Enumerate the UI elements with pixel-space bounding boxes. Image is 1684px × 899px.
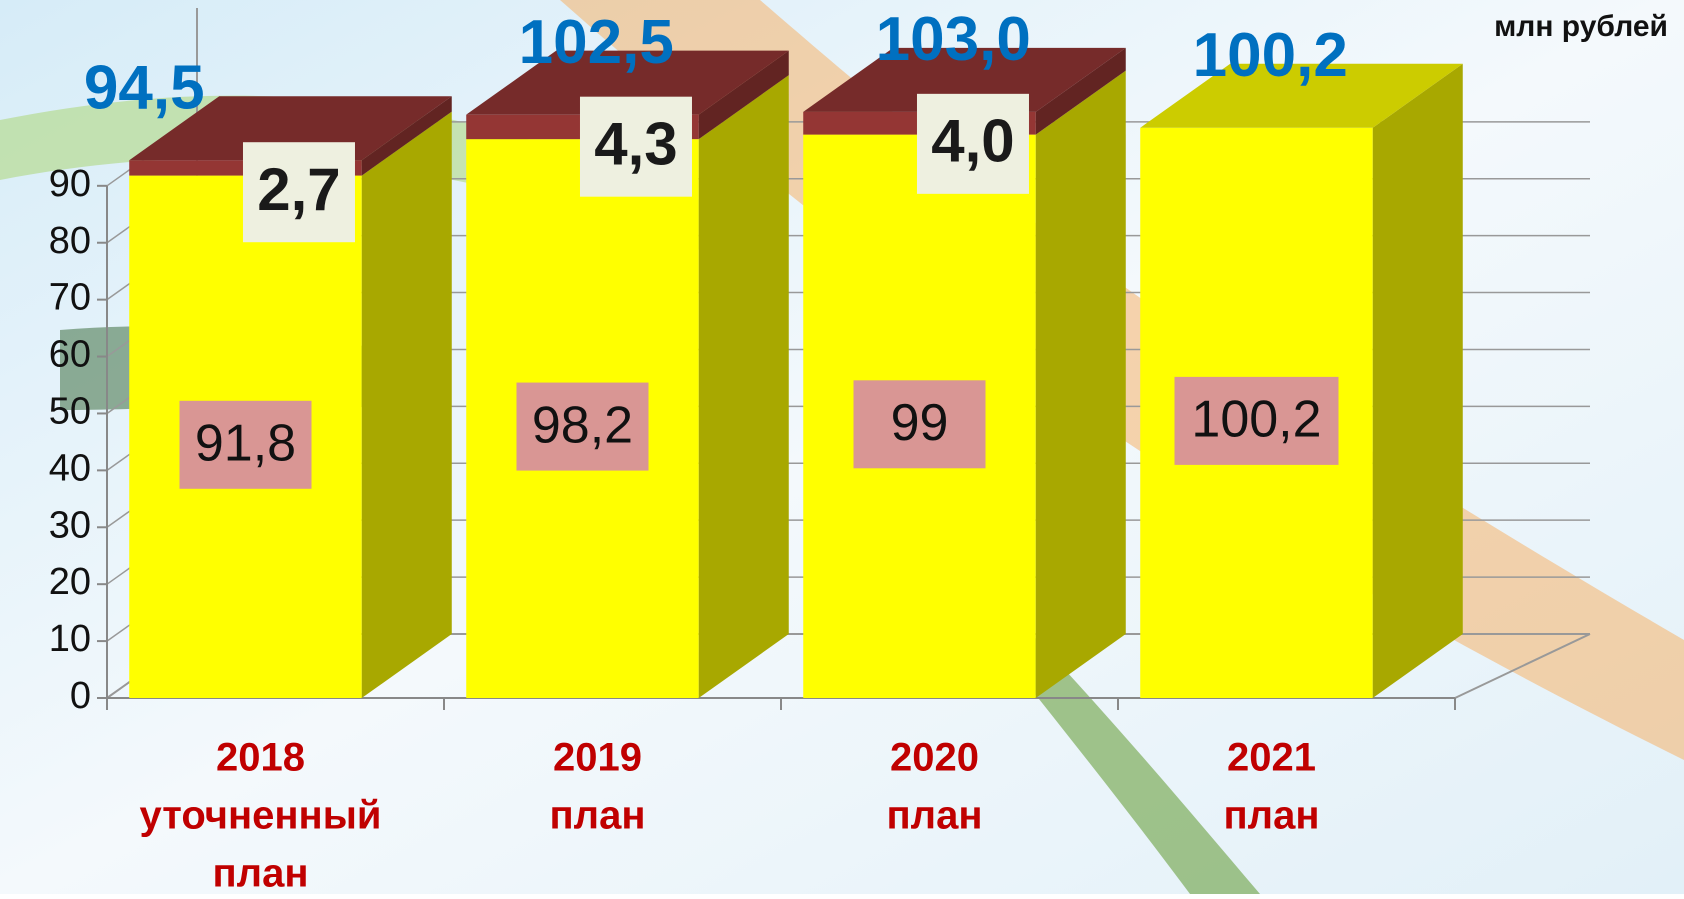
- value-label: 4,0: [931, 108, 1014, 175]
- y-tick-label: 20: [49, 561, 91, 603]
- y-tick-label: 40: [49, 447, 91, 489]
- total-label: 102,5: [519, 8, 674, 77]
- x-tick-label: 2019: [553, 736, 642, 780]
- y-tick-label: 70: [49, 277, 91, 319]
- x-tick-label: уточненный: [140, 794, 382, 838]
- chart: млн рублей 0 10 20 30 40 50 60 70 80 90 91,8 2,7 94,…: [0, 0, 1684, 894]
- y-tick-label: 50: [49, 390, 91, 432]
- bar-segment-side: [1036, 71, 1126, 698]
- bar-segment-side: [1373, 64, 1463, 698]
- x-tick-label: план: [550, 794, 646, 838]
- y-tick-label: 80: [49, 220, 91, 262]
- x-tick-label: 2020: [890, 736, 979, 780]
- x-tick-label: план: [887, 794, 983, 838]
- total-label: 100,2: [1193, 21, 1348, 90]
- value-label: 99: [891, 394, 949, 452]
- x-tick-label: 2018: [216, 736, 305, 780]
- y-tick-label: 30: [49, 504, 91, 546]
- y-tick-label: 60: [49, 334, 91, 376]
- page: млн рублей 0 10 20 30 40 50 60 70 80 90 91,8 2,7 94,…: [0, 0, 1684, 894]
- value-label: 100,2: [1191, 391, 1321, 449]
- total-label: 103,0: [876, 5, 1031, 74]
- x-tick-label: план: [213, 852, 309, 894]
- y-tick-label: 10: [49, 618, 91, 660]
- y-tick-label: 90: [49, 163, 91, 205]
- value-label: 2,7: [257, 156, 340, 223]
- value-label: 4,3: [594, 111, 677, 178]
- unit-annotation: млн рублей: [1494, 10, 1668, 43]
- x-tick-label: план: [1224, 794, 1320, 838]
- total-label: 94,5: [84, 54, 205, 123]
- bar-segment-side: [362, 112, 452, 698]
- x-tick-label: 2021: [1227, 736, 1316, 780]
- value-label: 98,2: [532, 396, 633, 454]
- value-label: 91,8: [195, 415, 296, 473]
- bar-segment-side: [699, 75, 789, 698]
- y-tick-label: 0: [70, 675, 91, 717]
